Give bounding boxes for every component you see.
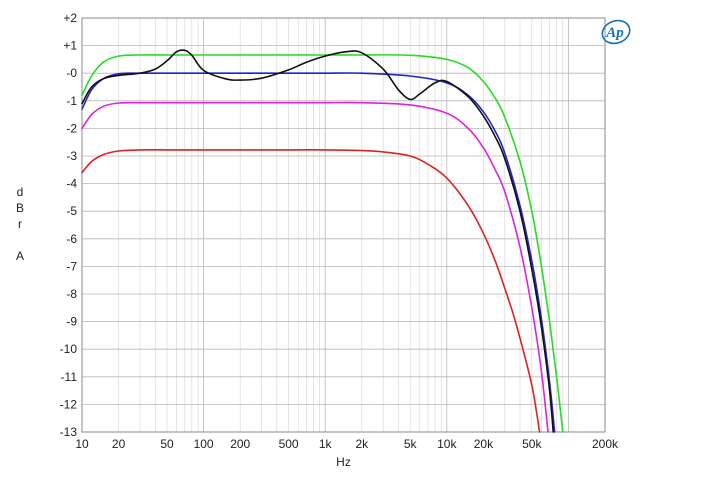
x-tick-label: 2k <box>355 437 369 451</box>
x-axis-title: Hz <box>336 455 351 469</box>
series-line-5 <box>81 149 541 433</box>
x-tick-label: 100 <box>194 437 214 451</box>
x-tick-label: 20 <box>112 437 126 451</box>
series-line-1 <box>81 54 564 433</box>
y-tick-label: -2 <box>66 121 77 135</box>
y-tick-label: -5 <box>66 204 77 218</box>
x-tick-label: 20k <box>474 437 494 451</box>
y-tick-label: -8 <box>66 287 77 301</box>
x-tick-label: 500 <box>279 437 299 451</box>
y-tick-label: -6 <box>66 232 77 246</box>
ap-logo: Ap <box>601 19 631 45</box>
x-tick-label: 10 <box>75 437 89 451</box>
x-tick-label: 5k <box>404 437 418 451</box>
y-tick-labels: +2 +1 -0 -1 -2 -3 -4 -5 -6 -7 -8 -9 -10 -11 -12 -13 <box>60 11 78 439</box>
x-tick-label: 1k <box>319 437 333 451</box>
y-axis-title-letter: d <box>17 185 24 199</box>
y-tick-label: -9 <box>66 315 77 329</box>
y-tick-label: -1 <box>66 94 77 108</box>
y-tick-label: -10 <box>60 342 78 356</box>
series-group <box>81 49 564 433</box>
y-tick-label: -12 <box>60 397 78 411</box>
y-axis-title-letter: r <box>18 217 22 231</box>
plot-frame <box>81 17 606 433</box>
y-tick-label: -11 <box>61 370 78 384</box>
y-tick-label: -0 <box>66 66 77 80</box>
y-tick-label: -13 <box>60 425 78 439</box>
grid <box>81 17 606 433</box>
y-tick-label: -7 <box>66 259 77 273</box>
x-tick-label: 200k <box>592 437 619 451</box>
ap-logo-ring <box>601 19 631 45</box>
y-axis-title: dBr A <box>16 185 24 263</box>
series-line-4 <box>81 101 549 433</box>
series-line-2 <box>81 72 556 433</box>
x-tick-label: 50 <box>160 437 174 451</box>
y-tick-label: +1 <box>63 39 77 53</box>
y-tick-label: +2 <box>63 11 77 25</box>
y-axis-title-letter: B <box>16 201 24 215</box>
x-tick-label: 50k <box>522 437 542 451</box>
y-tick-label: -4 <box>66 177 77 191</box>
y-tick-label: -3 <box>66 149 77 163</box>
y-axis-title-letter: A <box>16 249 24 263</box>
ap-logo-text: Ap <box>605 25 624 41</box>
x-tick-labels: 10 20 50 100 200 500 1k 2k 5k 10k 20k 50k 200k <box>75 437 619 451</box>
x-tick-label: 200 <box>230 437 250 451</box>
x-tick-label: 10k <box>437 437 457 451</box>
series-line-3 <box>81 49 554 433</box>
